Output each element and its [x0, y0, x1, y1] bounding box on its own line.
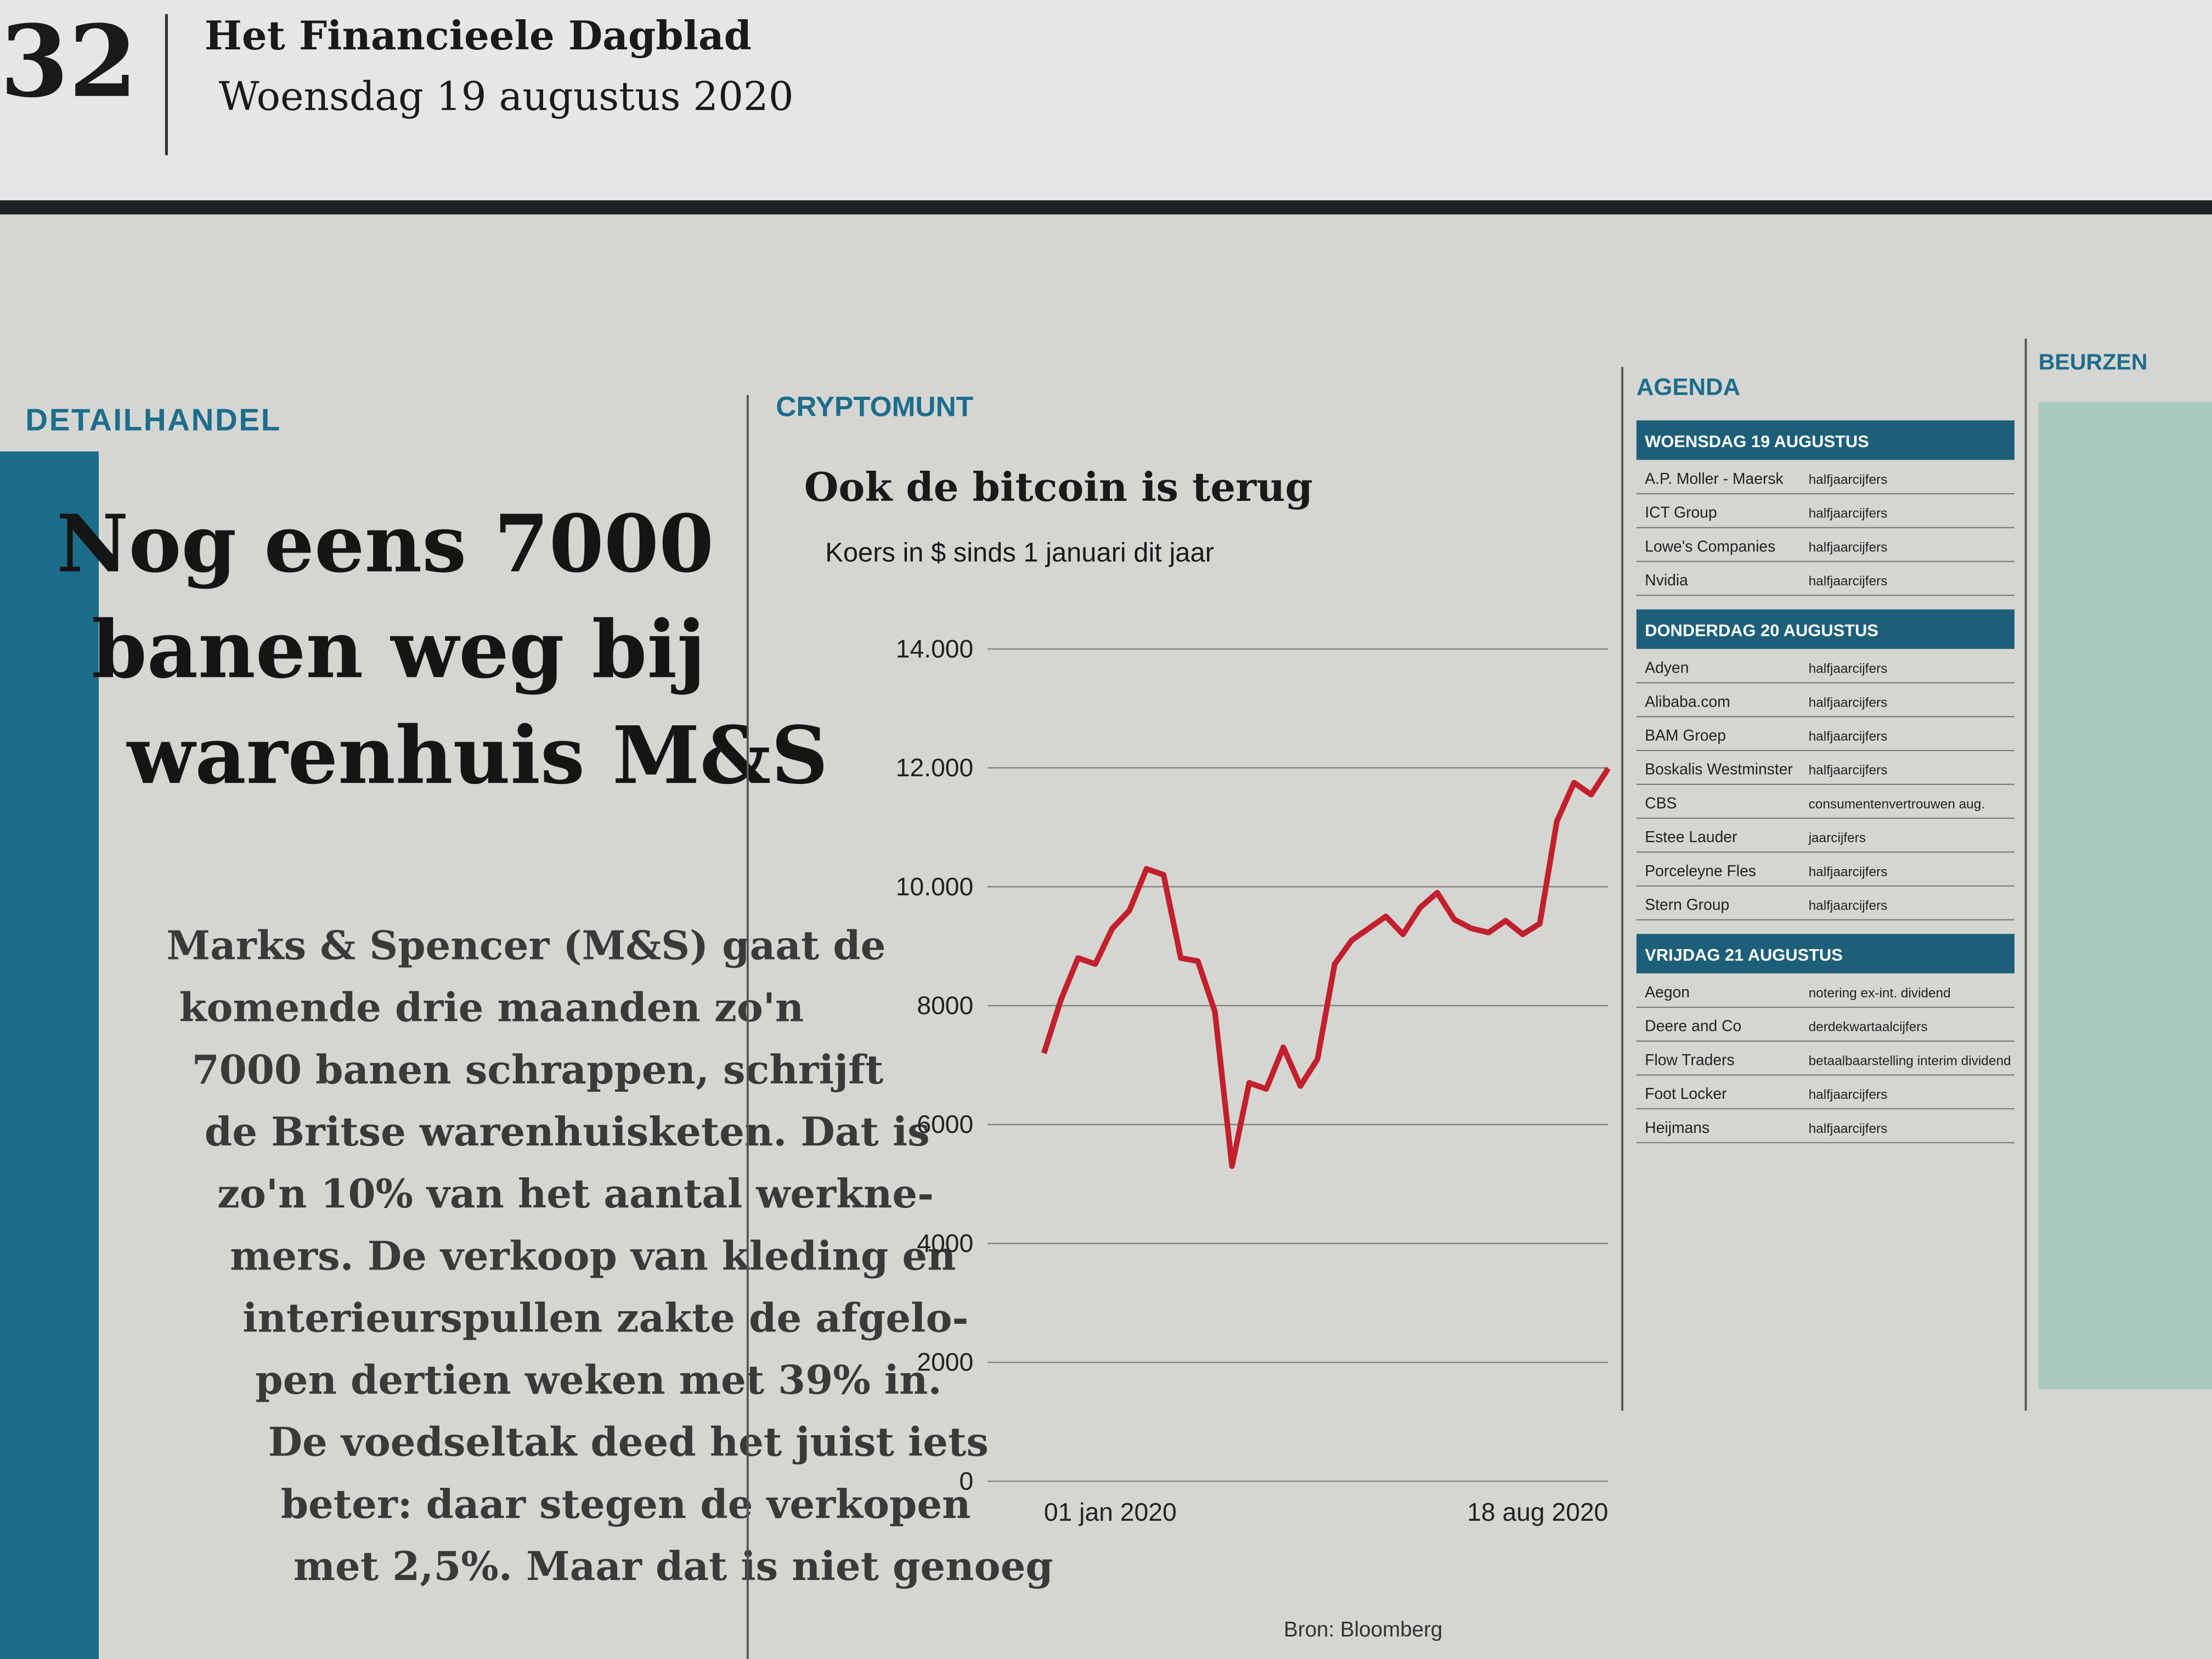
agenda-day: WOENSDAG 19 AUGUSTUS — [1645, 432, 1869, 451]
agenda-company: Nvidia — [1645, 571, 1688, 589]
y-tick-label: 8000 — [917, 991, 973, 1019]
agenda-company: Estee Lauder — [1645, 828, 1737, 845]
chart-subtitle: Koers in $ sinds 1 januari dit jaar — [825, 538, 1214, 567]
agenda-event: halfjaarcijfers — [1809, 899, 1888, 913]
agenda-company: ICT Group — [1645, 504, 1717, 521]
agenda-company: Flow Traders — [1645, 1051, 1734, 1068]
agenda-company: Foot Locker — [1645, 1085, 1726, 1102]
y-tick-label: 10.000 — [896, 872, 974, 901]
agenda-event: halfjaarcijfers — [1809, 763, 1888, 778]
agenda-day-bar — [1636, 420, 2015, 460]
x-tick-label: 18 aug 2020 — [1467, 1498, 1608, 1526]
body-line: Marks & Spencer (M&S) gaat de — [166, 922, 885, 969]
body-line: interieurspullen zakte de afgelo- — [242, 1294, 968, 1341]
agenda-event: derdekwartaalcijfers — [1809, 1020, 1928, 1035]
y-tick-label: 2000 — [917, 1348, 973, 1376]
markets-map — [2038, 402, 2212, 1390]
body-line: 7000 banen schrappen, schrijft — [192, 1046, 884, 1093]
agenda-event: notering ex-int. dividend — [1809, 986, 1951, 1001]
body-line: zo'n 10% van het aantal werkne- — [217, 1170, 934, 1217]
agenda-event: consumentenvertrouwen aug. — [1809, 797, 1985, 811]
issue-date: Woensdag 19 augustus 2020 — [219, 74, 794, 120]
agenda-event: halfjaarcijfers — [1809, 574, 1888, 589]
agenda-event: halfjaarcijfers — [1809, 729, 1888, 744]
agenda-company: CBS — [1645, 794, 1677, 811]
chart-source: Bron: Bloomberg — [1284, 1618, 1442, 1641]
chart-section: CRYPTOMUNT — [776, 391, 973, 422]
agenda-day-bar — [1636, 934, 2015, 974]
y-tick-label: 14.000 — [896, 634, 974, 663]
body-line: mers. De verkoop van kleding en — [230, 1232, 956, 1279]
headline-line: Nog eens 7000 — [57, 497, 714, 590]
body-line: beter: daar stegen de verkopen — [281, 1481, 971, 1527]
agenda-event: halfjaarcijfers — [1809, 540, 1888, 555]
agenda-company: Aegon — [1645, 983, 1690, 1001]
header-band — [0, 0, 2212, 205]
section-bar — [0, 451, 99, 1659]
agenda-company: Stern Group — [1645, 896, 1729, 913]
agenda-company: Deere and Co — [1645, 1017, 1741, 1035]
y-tick-label: 0 — [960, 1466, 974, 1495]
chart: 0 2000 4000 6000 8000 10.000 12.000 14.000 01 ja… — [896, 634, 1611, 1526]
y-tick-label: 12.000 — [896, 753, 974, 782]
headline: Nog eens 7000 banen weg bij warenhuis M&S — [57, 497, 828, 802]
chart-title: Ook de bitcoin is terug — [804, 464, 1313, 510]
body-line: komende drie maanden zo'n — [179, 984, 804, 1031]
agenda-company: Heijmans — [1645, 1119, 1709, 1136]
body-line: met 2,5%. Maar dat is niet genoeg — [294, 1543, 1053, 1589]
headline-line: banen weg bij — [92, 603, 706, 696]
agenda-day: VRIJDAG 21 AUGUSTUS — [1645, 945, 1843, 964]
y-tick-label: 4000 — [917, 1229, 973, 1257]
agenda-section: AGENDA — [1637, 374, 1740, 400]
price-line — [1041, 766, 1611, 1169]
agenda-company: Adyen — [1645, 659, 1689, 676]
agenda-company: Alibaba.com — [1645, 692, 1730, 710]
body-line: De voedseltak deed het juist iets — [268, 1419, 989, 1465]
agenda-company: BAM Groep — [1645, 726, 1726, 744]
agenda-company: A.P. Moller - Maersk — [1645, 470, 1784, 487]
x-tick-label: 01 jan 2020 — [1044, 1498, 1177, 1526]
agenda-event: halfjaarcijfers — [1809, 506, 1888, 521]
body-line: de Britse warenhuisketen. Dat is — [205, 1108, 930, 1155]
agenda-event: halfjaarcijfers — [1809, 695, 1888, 710]
agenda-event: halfjaarcijfers — [1809, 472, 1888, 487]
agenda-event: halfjaarcijfers — [1809, 662, 1888, 676]
agenda-day: DONDERDAG 20 AUGUSTUS — [1645, 621, 1878, 640]
agenda-company: Boskalis Westminster — [1645, 760, 1793, 778]
agenda-company: Lowe's Companies — [1645, 537, 1775, 555]
agenda-event: betaalbaarstelling interim dividend — [1809, 1053, 2011, 1068]
y-tick-label: 6000 — [917, 1110, 973, 1138]
agenda-event: jaarcijfers — [1808, 831, 1866, 845]
header-rule — [0, 200, 2212, 215]
agenda-company: Porceleyne Fles — [1645, 862, 1756, 879]
page-number: 32 — [0, 4, 138, 120]
agenda-day-bar — [1636, 609, 2015, 649]
agenda: WOENSDAG 19 AUGUSTUS A.P. Moller - Maersk… — [1636, 420, 2015, 1143]
body-line: pen dertien weken met 39% in. — [255, 1357, 941, 1403]
agenda-event: halfjaarcijfers — [1809, 1087, 1888, 1102]
agenda-event: halfjaarcijfers — [1809, 865, 1888, 879]
headline-line: warenhuis M&S — [126, 709, 828, 802]
article-body: Marks & Spencer (M&S) gaat de komende dri… — [166, 922, 1053, 1589]
paper-name: Het Financieele Dagblad — [205, 12, 752, 59]
markets-section: BEURZEN — [2039, 349, 2148, 375]
article-section: DETAILHANDEL — [25, 402, 281, 437]
agenda-event: halfjaarcijfers — [1809, 1121, 1888, 1136]
